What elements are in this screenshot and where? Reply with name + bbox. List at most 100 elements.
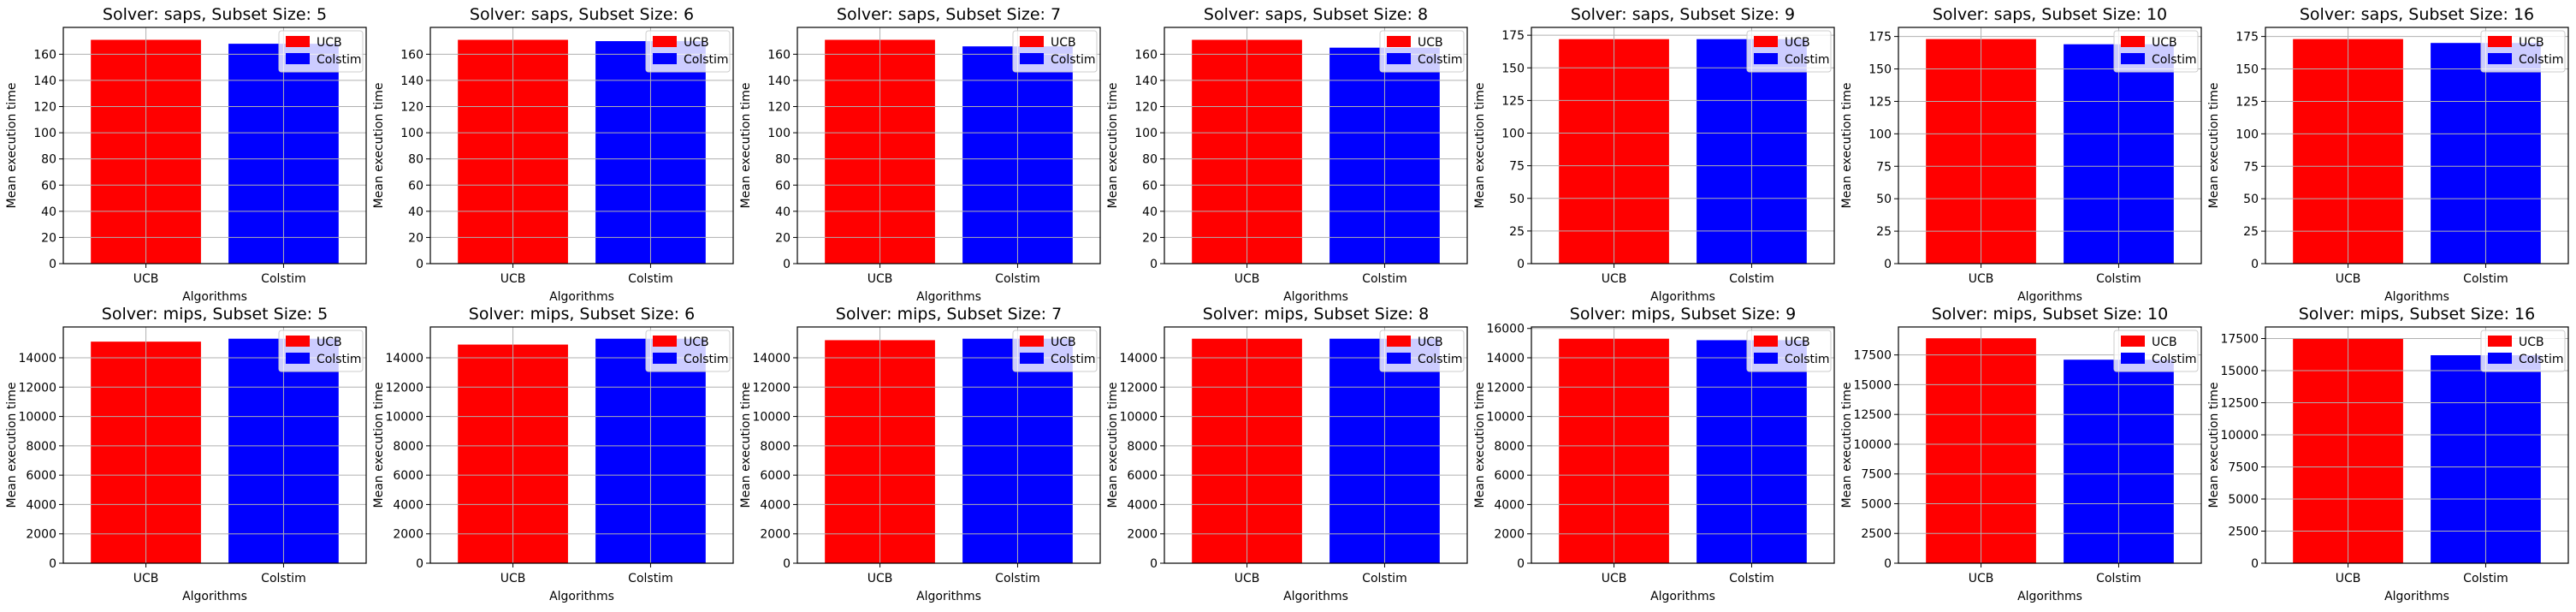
legend-swatch-colstim — [2121, 353, 2145, 364]
y-tick-label: 0 — [1517, 258, 1525, 271]
legend-swatch-colstim — [2488, 53, 2512, 64]
y-tick-label: 125 — [1501, 94, 1525, 108]
y-tick-label: 125 — [1868, 95, 1892, 109]
x-tick-label: UCB — [868, 272, 893, 286]
subplot-9: 0 2000 4000 6000 8000 10000 12000 14000 UCB Colst… — [372, 305, 734, 603]
x-axis-label: Algorithms — [2384, 290, 2449, 304]
axes-frame — [62, 27, 367, 264]
y-tick-label: 7500 — [1861, 468, 1892, 482]
x-tick-label: UCB — [133, 572, 159, 585]
y-tick-label: 100 — [1134, 127, 1158, 140]
x-tick-label: UCB — [1602, 572, 1627, 585]
y-tick-label: 75 — [2243, 160, 2259, 174]
legend: UCB Colstim — [1012, 330, 1098, 372]
y-tick-label: 2000 — [393, 528, 423, 542]
legend-label-ucb: UCB — [684, 36, 709, 50]
legend-label-ucb: UCB — [2152, 336, 2177, 349]
y-tick-label: 0 — [416, 557, 423, 571]
y-tick-label: 14000 — [752, 352, 791, 365]
y-tick-label: 50 — [2243, 193, 2259, 206]
subplot-title: Solver: saps, Subset Size: 6 — [470, 5, 694, 24]
x-tick-label: UCB — [2336, 272, 2361, 286]
y-axis-label: Mean execution time — [1106, 383, 1120, 508]
y-tick-label: 50 — [1509, 193, 1525, 206]
y-tick-label: 60 — [41, 179, 56, 193]
axes-frame — [796, 27, 1101, 264]
y-tick-label: 175 — [1868, 31, 1892, 45]
x-tick-label: Colstim — [628, 572, 673, 585]
legend-label-colstim: Colstim — [2152, 353, 2197, 366]
subplot-title: Solver: saps, Subset Size: 16 — [2300, 5, 2534, 24]
y-tick-label: 0 — [49, 557, 56, 571]
y-tick-label: 8000 — [393, 440, 423, 454]
x-tick-label: Colstim — [1729, 272, 1774, 286]
y-tick-label: 12000 — [1119, 381, 1158, 395]
y-tick-label: 175 — [1501, 29, 1525, 43]
x-tick-label: Colstim — [2096, 572, 2141, 585]
subplot-6: 0 25 50 75 100 125 150 175 UCB Colstim Solver: sap… — [1840, 5, 2202, 304]
y-axis-label: Mean execution time — [1840, 83, 1854, 209]
y-tick-label: 50 — [1876, 193, 1892, 206]
y-tick-label: 0 — [1884, 258, 1892, 271]
y-tick-label: 4000 — [1127, 498, 1158, 512]
y-tick-label: 0 — [49, 258, 56, 271]
y-tick-label: 60 — [408, 179, 423, 193]
y-axis-label: Mean execution time — [739, 383, 753, 508]
subplot-5: 0 25 50 75 100 125 150 175 UCB Colstim Solver: sap… — [1473, 5, 1835, 304]
y-tick-label: 120 — [33, 101, 56, 115]
legend: UCB Colstim — [2113, 30, 2199, 73]
subplot-title: Solver: mips, Subset Size: 7 — [836, 305, 1062, 324]
x-tick-label: UCB — [1235, 572, 1260, 585]
axes-frame — [1898, 27, 2202, 264]
y-tick-label: 0 — [1150, 258, 1158, 271]
axes-frame — [1164, 326, 1468, 564]
y-tick-label: 40 — [1142, 205, 1158, 219]
y-axis-label: Mean execution time — [2207, 383, 2221, 508]
y-tick-label: 10000 — [385, 411, 423, 425]
subplot-1: 0 20 40 60 80 100 120 140 160 UCB Colstim Solver: s… — [5, 5, 367, 304]
y-tick-label: 140 — [1134, 74, 1158, 88]
legend-label-ucb: UCB — [1051, 36, 1076, 50]
y-tick-label: 175 — [2235, 31, 2259, 45]
y-tick-label: 12000 — [385, 381, 423, 395]
legend-label-colstim: Colstim — [1051, 353, 1096, 366]
y-tick-label: 6000 — [26, 469, 56, 483]
legend-swatch-ucb — [2488, 336, 2512, 347]
subplot-3: 0 20 40 60 80 100 120 140 160 UCB Colstim Solver: s… — [739, 5, 1101, 304]
x-tick-label: UCB — [2336, 572, 2361, 585]
x-axis-label: Algorithms — [916, 590, 981, 603]
y-tick-label: 16000 — [1486, 323, 1525, 336]
x-tick-label: Colstim — [1729, 572, 1774, 585]
y-tick-label: 100 — [767, 127, 791, 140]
y-tick-label: 160 — [400, 48, 423, 62]
legend-swatch-colstim — [1020, 53, 1044, 64]
y-tick-label: 75 — [1509, 160, 1525, 174]
legend: UCB Colstim — [1746, 30, 1832, 73]
y-axis-label: Mean execution time — [1106, 83, 1120, 209]
y-tick-label: 40 — [41, 205, 56, 219]
axes-frame — [1164, 27, 1468, 264]
legend: UCB Colstim — [2480, 330, 2566, 372]
y-tick-label: 100 — [400, 127, 423, 140]
y-tick-label: 10000 — [18, 411, 56, 425]
subplot-13: 0 2500 5000 7500 10000 12500 15000 17500 UCB Cols… — [1840, 305, 2202, 603]
legend-swatch-ucb — [2121, 36, 2145, 47]
y-axis-label: Mean execution time — [1473, 383, 1487, 508]
legend-label-colstim: Colstim — [2152, 53, 2197, 67]
x-tick-label: UCB — [1235, 272, 1260, 286]
axes-frame — [429, 326, 734, 564]
legend-label-ucb: UCB — [1418, 36, 1443, 50]
legend-swatch-colstim — [2488, 353, 2512, 364]
y-tick-label: 20 — [775, 231, 791, 245]
y-tick-label: 0 — [416, 258, 423, 271]
y-tick-label: 8000 — [1127, 440, 1158, 454]
x-axis-label: Algorithms — [2017, 590, 2082, 603]
legend-label-colstim: Colstim — [317, 353, 362, 366]
y-tick-label: 100 — [1868, 128, 1892, 141]
y-tick-label: 10000 — [1119, 411, 1158, 425]
legend-swatch-colstim — [1754, 53, 1778, 64]
legend-swatch-colstim — [1020, 353, 1044, 364]
y-tick-label: 20 — [408, 231, 423, 245]
y-tick-label: 12000 — [18, 381, 56, 395]
y-axis-label: Mean execution time — [5, 83, 19, 209]
